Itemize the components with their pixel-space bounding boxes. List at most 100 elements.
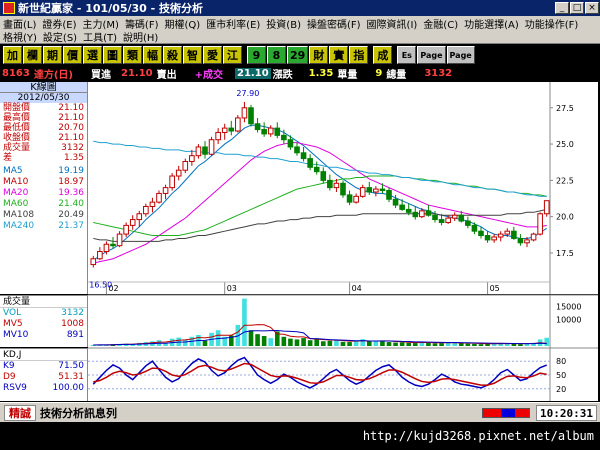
volume-bar [307, 340, 313, 346]
toolbar-button-13[interactable]: 8 [267, 46, 286, 64]
legend-value: 19.36 [58, 188, 84, 198]
menu-item-menu2-1[interactable]: 設定(S) [42, 33, 78, 44]
candle-body [497, 233, 504, 238]
candle-body [432, 214, 438, 221]
toolbar-button-6[interactable]: 類 [123, 46, 142, 64]
volume-bar [90, 344, 96, 346]
candle-body [340, 182, 346, 196]
volume-bar [202, 340, 208, 346]
menu-item-menu1-1[interactable]: 證券(E) [42, 19, 77, 31]
toolbar-button-9[interactable]: 智 [183, 46, 202, 64]
volume-bar [406, 342, 412, 346]
menu-item-menu2-2[interactable]: 工具(T) [83, 33, 117, 44]
toolbar-button-20[interactable]: Page [417, 46, 446, 64]
toolbar-button-21[interactable]: Page [446, 46, 475, 64]
maximize-button[interactable]: □ [570, 2, 584, 14]
volume-bar [485, 343, 490, 346]
legend-value: 1008 [61, 319, 84, 329]
toolbar-button-14[interactable]: 29 [287, 46, 309, 64]
candle-body [465, 220, 471, 226]
info-row: 最低價 20.70 [0, 123, 87, 133]
toolbar-button-5[interactable]: 圖 [103, 46, 122, 64]
close-button[interactable]: × [585, 2, 599, 14]
kd-info-panel: KD,J K9 71.50 D9 51.31 RSV9 100.00 [0, 348, 88, 401]
legend-row: MA10 18.97 [0, 177, 87, 188]
x-tick-label: 03 [227, 284, 237, 293]
title-bar: 新世紀贏家 - 101/05/30 - 技術分析 _ □ × [0, 0, 600, 16]
legend-label: MV5 [3, 319, 23, 329]
candle-body [274, 127, 281, 136]
toolbar-button-11[interactable]: 江 [223, 46, 242, 64]
menu-item-menu2-0[interactable]: 格視(Y) [3, 33, 37, 44]
minimize-button[interactable]: _ [555, 2, 569, 14]
toolbar-button-8[interactable]: 殺 [163, 46, 182, 64]
toolbar-button-3[interactable]: 價 [63, 46, 82, 64]
legend-value: 3132 [61, 308, 84, 318]
info-label: 成交量 [3, 143, 31, 153]
legend-row: MA60 21.40 [0, 199, 87, 210]
volume-line-mv10 [93, 329, 547, 346]
menu-item-menu1-6[interactable]: 投資(B) [266, 19, 301, 31]
candle-body [399, 204, 405, 210]
menu-item-menu1-0[interactable]: 畫面(L) [3, 19, 37, 31]
menu-item-menu1-7[interactable]: 操盤密碼(F) [306, 19, 361, 31]
candle-body [346, 194, 353, 203]
legend-value: 71.50 [58, 361, 84, 371]
brand-button[interactable]: 精誠 [4, 404, 36, 421]
toolbar-button-16[interactable]: 實 [329, 46, 349, 64]
change-value: 1.35 [308, 67, 334, 79]
toolbar-button-1[interactable]: 欄 [23, 46, 42, 64]
ask-label: 賣出 [156, 69, 177, 81]
clock: 10:20:31 [536, 404, 597, 421]
toolbar-button-10[interactable]: 愛 [203, 46, 222, 64]
toolbar-button-4[interactable]: 選 [83, 46, 102, 64]
info-row: 差 1.35 [0, 153, 87, 163]
candle-body [215, 131, 221, 141]
menu-item-menu1-9[interactable]: 金融(C) [423, 19, 459, 31]
toolbar-button-12[interactable]: 9 [247, 46, 266, 64]
toolbar-button-0[interactable]: 加 [3, 46, 22, 64]
toolbar-button-17[interactable]: 指 [349, 46, 369, 64]
toolbar-button-19[interactable]: Es [397, 46, 417, 64]
menu-item-menu1-2[interactable]: 主力(M) [82, 19, 119, 31]
volume-bar [334, 339, 339, 346]
y-tick-label: 27.5 [556, 104, 574, 113]
status-bar: 精誠 技術分析訊息列 10:20:31 [0, 402, 600, 422]
menu-item-menu1-4[interactable]: 期權(Q) [164, 19, 201, 31]
volume-bar [327, 340, 333, 346]
candle-body [425, 210, 432, 216]
toolbar-button-2[interactable]: 期 [43, 46, 62, 64]
menu-item-menu1-10[interactable]: 功能選擇(A) [464, 19, 519, 31]
volume-bar [498, 343, 504, 346]
menu-item-menu1-5[interactable]: 匯市利率(E) [206, 19, 261, 31]
info-row: 成交量 3132 [0, 143, 87, 153]
candle-body [517, 237, 524, 244]
menu-item-menu1-11[interactable]: 功能操作(F) [524, 19, 579, 31]
legend-row: VOL 3132 [0, 308, 87, 319]
kline-label[interactable]: K線圖 [0, 82, 87, 93]
toolbar-button-15[interactable]: 財 [309, 46, 329, 64]
legend-row: RSV9 100.00 [0, 383, 87, 394]
menu-item-menu1-8[interactable]: 國際資訊(I) [366, 19, 418, 31]
legend-label: MA60 [3, 199, 29, 209]
volume-bar [97, 344, 103, 346]
quote-bar: 8163 達方(日) 買進 21.10 賣出 +成交 21.10 漲跌 1.35… [0, 66, 600, 81]
candle-body [228, 127, 235, 132]
window-title: 新世紀贏家 - 101/05/30 - 技術分析 [18, 2, 204, 15]
legend-row: MV10 891 [0, 330, 87, 341]
menu-item-menu2-3[interactable]: 說明(H) [123, 33, 159, 44]
unit-vol-value: 9 [375, 67, 383, 79]
candle-body [182, 160, 189, 171]
toolbar-button-7[interactable]: 幅 [143, 46, 162, 64]
menu-item-menu1-3[interactable]: 籌碼(F) [124, 19, 159, 31]
volume-bar [261, 336, 267, 346]
volume-tick-label: 10000 [556, 316, 581, 325]
candle-body [235, 117, 241, 132]
volume-bar [445, 342, 451, 346]
legend-label: RSV9 [3, 383, 27, 393]
chart-area[interactable]: 17.5 20.0 22.5 25.0 27.5 02 03 04 05 27.90 16.50 10… [88, 82, 598, 401]
volume-bar [472, 343, 477, 346]
volume-bar [491, 343, 497, 346]
toolbar-button-18[interactable]: 成 [373, 46, 393, 64]
candle-body [156, 192, 162, 203]
